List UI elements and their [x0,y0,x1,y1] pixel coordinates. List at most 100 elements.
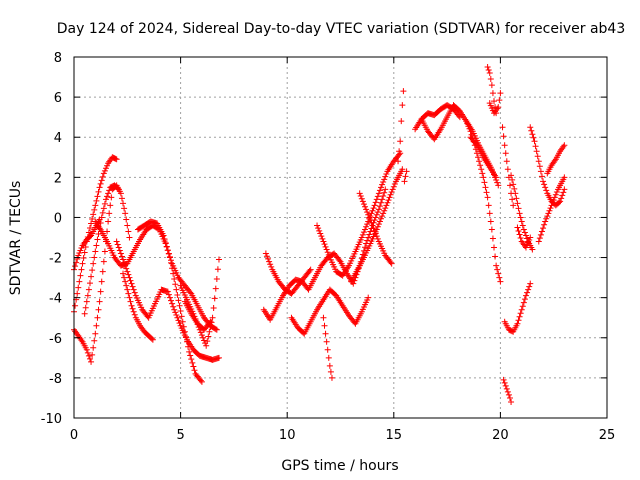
data-point [177,308,184,315]
y-tick-label: -4 [49,292,62,307]
data-point [370,205,377,212]
data-point [538,173,545,180]
data-point [215,354,222,361]
data-point [162,239,169,246]
data-point [85,352,92,359]
data-point [148,335,155,342]
data-point [318,233,325,240]
data-point [82,304,89,311]
data-point [370,225,377,232]
data-point [77,272,84,279]
data-point [118,253,125,260]
data-point [179,318,186,325]
data-point [176,320,183,327]
data-point [364,237,371,244]
data-point [126,274,133,281]
data-point [360,229,367,236]
data-point [374,209,381,216]
data-point [505,391,512,398]
data-point [488,82,495,89]
data-point [379,213,386,220]
data-point [403,168,410,175]
data-point [124,286,131,293]
data-point [382,186,389,193]
data-point [495,182,502,189]
axis-ticks: 0 5 10 15 20 25 -10 -8 -6 -4 -2 0 2 4 6 8 [41,51,616,443]
data-point [85,286,92,293]
data-point [98,177,105,184]
data-point [262,250,269,257]
plot-frame [73,56,608,419]
data-point [519,222,526,229]
data-point [170,270,177,277]
data-point [358,195,365,202]
data-point [189,359,196,366]
series-w [467,134,500,181]
data-point [197,329,204,336]
data-point [365,234,372,241]
data-point [317,230,324,237]
data-point [320,238,327,245]
data-point [512,190,519,197]
data-point [171,306,178,313]
data-point [326,362,333,369]
data-point [174,291,181,298]
x-tick-label: 15 [386,428,403,443]
data-point [376,203,383,210]
data-point [480,174,487,181]
data-point [515,227,522,234]
data-point [506,394,513,401]
data-point [365,294,372,301]
data-point [544,213,551,220]
data-point [130,286,137,293]
data-point [463,118,470,125]
data-point [306,267,313,274]
series-ad [500,376,515,405]
data-point [206,328,213,335]
data-point [495,104,502,111]
data-point [464,120,471,127]
data-point [125,228,132,235]
series-e [92,218,220,333]
data-point [548,202,555,209]
data-point [528,127,535,134]
data-point [212,326,219,333]
data-point [485,202,492,209]
data-point [190,363,197,370]
data-point [366,231,373,238]
data-point [327,368,334,375]
data-point [496,274,503,281]
series-a [71,154,120,315]
data-point [476,158,483,165]
data-point [378,199,385,206]
data-point [397,138,404,145]
data-point [496,97,503,104]
data-point [113,156,120,163]
data-point [122,262,129,269]
y-axis-label: SDTVAR / TECUs [8,181,24,296]
x-tick-label: 0 [70,428,78,443]
data-point [323,246,330,253]
data-point [522,244,529,251]
data-point [524,242,531,249]
data-point [368,219,375,226]
data-point [123,282,130,289]
data-point [94,193,101,200]
data-point [180,323,187,330]
data-point [160,232,167,239]
data-point [549,199,556,206]
data-point [527,234,534,241]
data-point [97,180,104,187]
data-point [106,210,113,217]
data-point [115,186,122,193]
data-point [493,174,500,181]
data-point [486,70,493,77]
data-point [101,167,108,174]
data-point [84,349,91,356]
data-point [514,320,521,327]
data-point [85,229,92,236]
data-point [510,181,517,188]
y-tick-label: -10 [41,412,62,427]
data-point [92,248,99,255]
